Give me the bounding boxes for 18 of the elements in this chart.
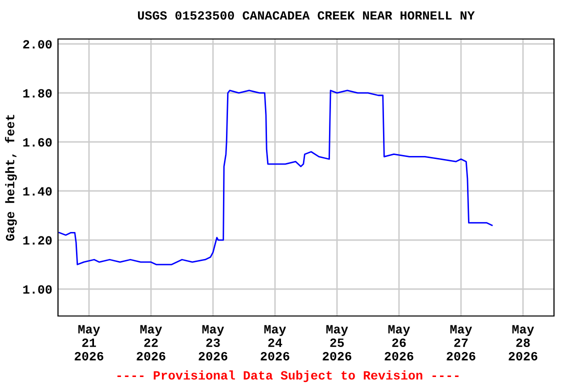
x-tick-label: May 25 2026 xyxy=(322,325,352,360)
x-tick-label: May 28 2026 xyxy=(508,325,538,360)
chart-title: USGS 01523500 CANACADEA CREEK NEAR HORNELL NY xyxy=(138,11,475,20)
x-tick-label: May 27 2026 xyxy=(446,325,476,360)
y-tick-label: 2.00 xyxy=(23,40,52,49)
y-tick-label: 1.80 xyxy=(23,89,52,98)
y-tick-label: 1.40 xyxy=(23,187,52,196)
x-tick-label: May 26 2026 xyxy=(384,325,414,360)
y-tick-label: 1.20 xyxy=(23,236,52,245)
y-tick-label: 1.60 xyxy=(23,138,52,147)
x-tick-label: May 22 2026 xyxy=(136,325,166,360)
x-tick-label: May 23 2026 xyxy=(198,325,228,360)
x-tick-label: May 24 2026 xyxy=(260,325,290,360)
x-tick-label: May 21 2026 xyxy=(74,325,104,360)
y-tick-label: 1.00 xyxy=(23,285,52,294)
line-series xyxy=(58,90,493,266)
text: ---- Provisional Data Subject to Revision ---- xyxy=(117,370,459,382)
y-axis-title: Gage height, feet xyxy=(4,114,17,241)
